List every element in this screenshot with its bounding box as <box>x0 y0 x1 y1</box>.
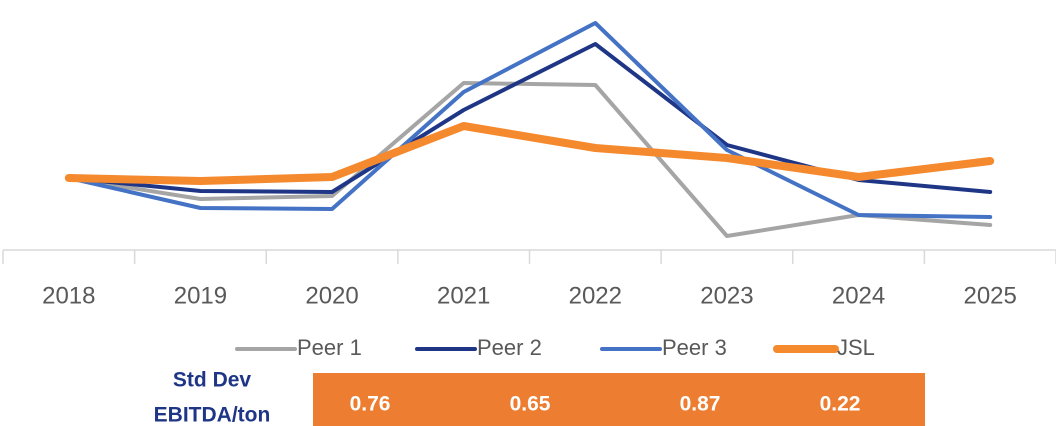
table-row-label: Std Dev <box>173 369 252 392</box>
legend-label: Peer 1 <box>297 335 362 360</box>
line-series <box>69 23 990 217</box>
chart: Std Dev EBITDA/ton 2018 2019 2020 2021 2022 2… <box>0 0 1056 426</box>
x-tick-label: 2018 <box>42 282 95 309</box>
x-tick-label: 2021 <box>437 282 490 309</box>
table-row-label: EBITDA/ton <box>154 404 271 426</box>
line-series <box>69 126 990 181</box>
table-value: 0.65 <box>510 393 551 416</box>
legend-label: JSL <box>837 335 875 360</box>
x-tick-label: 2022 <box>569 282 622 309</box>
x-tick-label: 2019 <box>174 282 227 309</box>
table-value: 0.87 <box>680 393 721 416</box>
x-tick-label: 2024 <box>832 282 885 309</box>
legend-label: Peer 2 <box>477 335 542 360</box>
table-value: 0.76 <box>350 393 391 416</box>
line-series <box>69 44 990 192</box>
x-tick-label: 2023 <box>700 282 753 309</box>
x-tick-label: 2020 <box>305 282 358 309</box>
legend-label: Peer 3 <box>662 335 727 360</box>
table-value: 0.22 <box>820 393 861 416</box>
x-tick-label: 2025 <box>963 282 1016 309</box>
